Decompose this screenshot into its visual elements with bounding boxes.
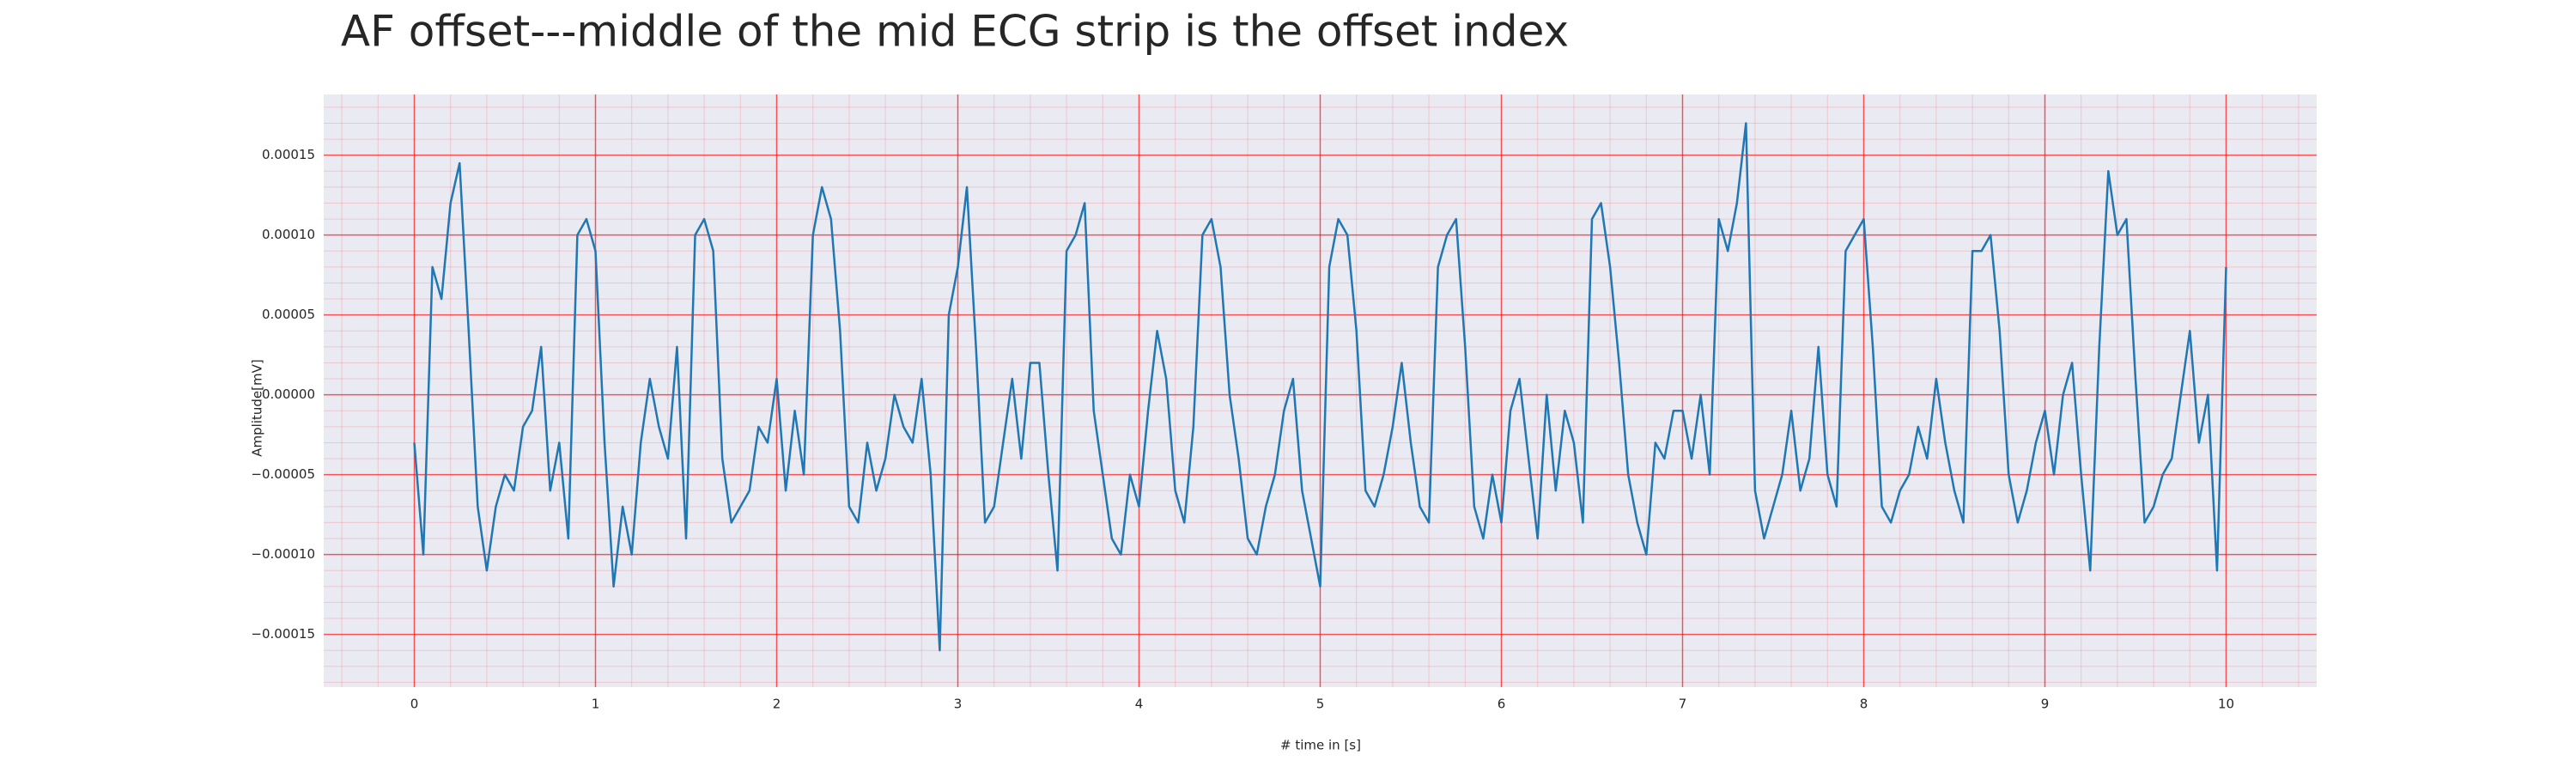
x-tick-label: 2 [773,697,781,712]
x-tick-label: 5 [1316,697,1325,712]
x-tick-label: 3 [954,697,963,712]
y-tick-label: 0.00000 [262,386,315,402]
x-tick-label: 8 [1860,697,1868,712]
y-axis-label: Amplitude[mV] [250,359,265,456]
x-tick-label: 6 [1498,697,1506,712]
y-tick-label: −0.00005 [251,466,315,482]
data-line [413,122,2227,652]
x-tick-label: 4 [1135,697,1144,712]
x-tick-label: 1 [592,697,600,712]
x-tick-label: 0 [410,697,419,712]
x-tick-label: 9 [2041,697,2050,712]
x-tick-label: 10 [2218,697,2234,712]
y-tick-label: −0.00010 [251,546,315,562]
x-tick-label: 7 [1679,697,1687,712]
x-axis-label: # time in [s] [1280,738,1361,753]
y-tick-label: 0.00015 [262,147,315,162]
y-tick-label: 0.00005 [262,307,315,322]
y-tick-label: 0.00010 [262,227,315,242]
chart-title: AF offset---middle of the mid ECG strip … [341,7,1569,57]
y-tick-label: −0.00015 [251,626,315,642]
